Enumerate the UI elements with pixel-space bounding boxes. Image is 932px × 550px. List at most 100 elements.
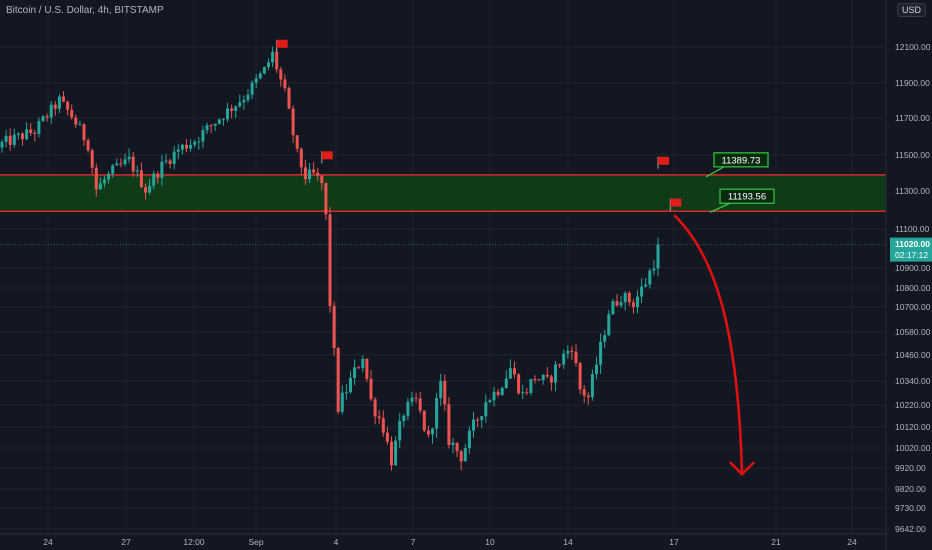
candle	[49, 100, 53, 124]
candle-body	[160, 161, 164, 178]
candle	[488, 398, 492, 403]
candle	[45, 113, 49, 122]
candle	[168, 158, 172, 169]
candle-body	[267, 62, 270, 68]
price-tick-label: 9820.00	[895, 484, 926, 494]
currency-button[interactable]: USD	[896, 3, 926, 17]
candle	[410, 391, 414, 407]
time-tick-label: 21	[771, 537, 781, 547]
candle	[70, 104, 74, 120]
candle	[566, 345, 570, 359]
candle-body	[180, 144, 184, 150]
candle-body	[303, 167, 307, 180]
candle	[349, 371, 352, 394]
candle-body	[53, 104, 57, 109]
price-tick-label: 9642.00	[895, 524, 926, 534]
candle-body	[82, 124, 86, 141]
candle	[78, 120, 82, 126]
candle-body	[570, 350, 574, 352]
candle	[328, 207, 332, 313]
candle-body	[262, 67, 266, 74]
candle-body	[90, 150, 94, 168]
candle-body	[197, 141, 201, 143]
candle-body	[599, 341, 603, 365]
candle-body	[459, 451, 463, 462]
candle	[529, 378, 533, 396]
candle-body	[4, 135, 8, 142]
candle-body	[316, 172, 320, 176]
price-tick-label: 9730.00	[895, 503, 926, 513]
candle	[176, 144, 180, 160]
candle-body	[656, 244, 660, 269]
candle-body	[111, 165, 115, 174]
candle-body	[94, 167, 98, 190]
candle	[144, 183, 147, 200]
candle-body	[176, 149, 180, 152]
candle	[480, 415, 484, 429]
candle-body	[529, 379, 533, 393]
candle-body	[246, 94, 250, 101]
candle-body	[644, 284, 648, 287]
time-tick-label: 14	[563, 537, 573, 547]
flag-cloth	[321, 151, 333, 160]
candle-body	[558, 364, 562, 366]
candle	[496, 389, 500, 398]
candle-body	[41, 116, 45, 121]
time-tick-label: 12:00	[183, 537, 205, 547]
candle	[0, 139, 4, 153]
flag-cloth	[658, 156, 669, 165]
candle-body	[590, 373, 594, 398]
candle-body	[574, 351, 578, 364]
candle-body	[451, 442, 455, 445]
candle	[156, 171, 160, 184]
price-tick-label: 10340.00	[895, 376, 931, 386]
time-tick-label: 10	[485, 537, 495, 547]
candle-body	[476, 419, 480, 421]
candle-body	[127, 156, 131, 160]
candle	[123, 153, 127, 167]
candle-body	[513, 368, 516, 375]
candle	[652, 260, 656, 276]
candle	[246, 89, 250, 103]
candle	[217, 118, 221, 125]
candle	[377, 410, 381, 424]
candle	[537, 378, 541, 381]
grid	[0, 0, 886, 534]
candle-body	[640, 286, 644, 297]
candle	[381, 410, 385, 437]
candle	[41, 115, 45, 123]
candle-body	[107, 173, 111, 180]
time-tick-label: 4	[334, 537, 339, 547]
candle	[390, 436, 393, 471]
candle-body	[496, 391, 500, 395]
candle	[226, 102, 229, 123]
candle-body	[467, 430, 471, 449]
candle-body	[86, 140, 90, 151]
candle	[500, 386, 504, 396]
candle	[205, 122, 209, 135]
price-tick-label: 11300.00	[895, 186, 930, 196]
candle-body	[463, 448, 467, 462]
candle	[271, 46, 275, 68]
candle-body	[377, 416, 381, 419]
candle-body	[226, 108, 229, 120]
candle	[459, 449, 463, 471]
candle-body	[230, 108, 234, 111]
candle-body	[443, 380, 447, 405]
price-tick-label: 10020.00	[895, 443, 931, 453]
candle	[238, 94, 242, 109]
level-label: 11389.73	[705, 152, 769, 178]
candle	[476, 417, 480, 428]
candle-body	[8, 135, 12, 145]
candle	[582, 385, 586, 403]
price-axis: 12100.00 11900.00 11700.00 11500.00 11300.00…	[885, 0, 932, 550]
candle-body	[37, 120, 41, 134]
candle	[312, 162, 316, 176]
candle	[193, 139, 197, 148]
candle	[619, 295, 623, 309]
candle	[431, 427, 434, 444]
candle-body	[152, 173, 156, 186]
candle	[94, 163, 98, 197]
candle-body	[283, 79, 287, 89]
